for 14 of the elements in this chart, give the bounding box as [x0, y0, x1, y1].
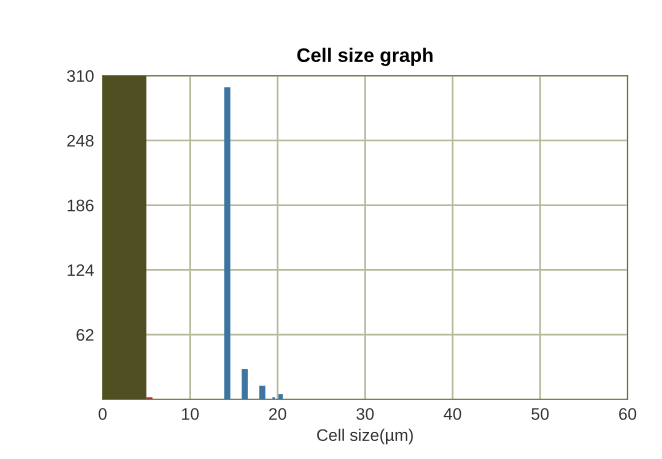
- x-tick-label: 10: [182, 408, 199, 420]
- y-tick-label: 186: [68, 200, 94, 212]
- y-tick-label: 62: [76, 329, 94, 341]
- y-tick-label: 124: [68, 264, 94, 276]
- y-tick-label: 248: [67, 134, 94, 147]
- x-tick-label: 50: [531, 408, 549, 420]
- y-tick-label: 310: [67, 70, 94, 82]
- x-tick-label: 60: [619, 408, 636, 420]
- x-tick-label: 40: [444, 408, 462, 420]
- chart-title: Cell size graph: [297, 48, 433, 66]
- x-tick-label: 20: [269, 408, 286, 420]
- x-axis-title: Cell size(µm): [317, 428, 413, 444]
- x-tick-label: 0: [98, 408, 107, 420]
- x-tick-label: 30: [356, 408, 374, 420]
